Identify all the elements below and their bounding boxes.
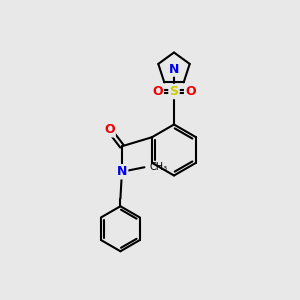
Text: N: N	[117, 165, 127, 178]
Text: S: S	[169, 85, 178, 98]
Text: N: N	[169, 62, 179, 76]
Text: CH₃: CH₃	[150, 162, 168, 172]
Text: O: O	[152, 85, 163, 98]
Text: O: O	[104, 123, 115, 136]
Text: O: O	[185, 85, 196, 98]
